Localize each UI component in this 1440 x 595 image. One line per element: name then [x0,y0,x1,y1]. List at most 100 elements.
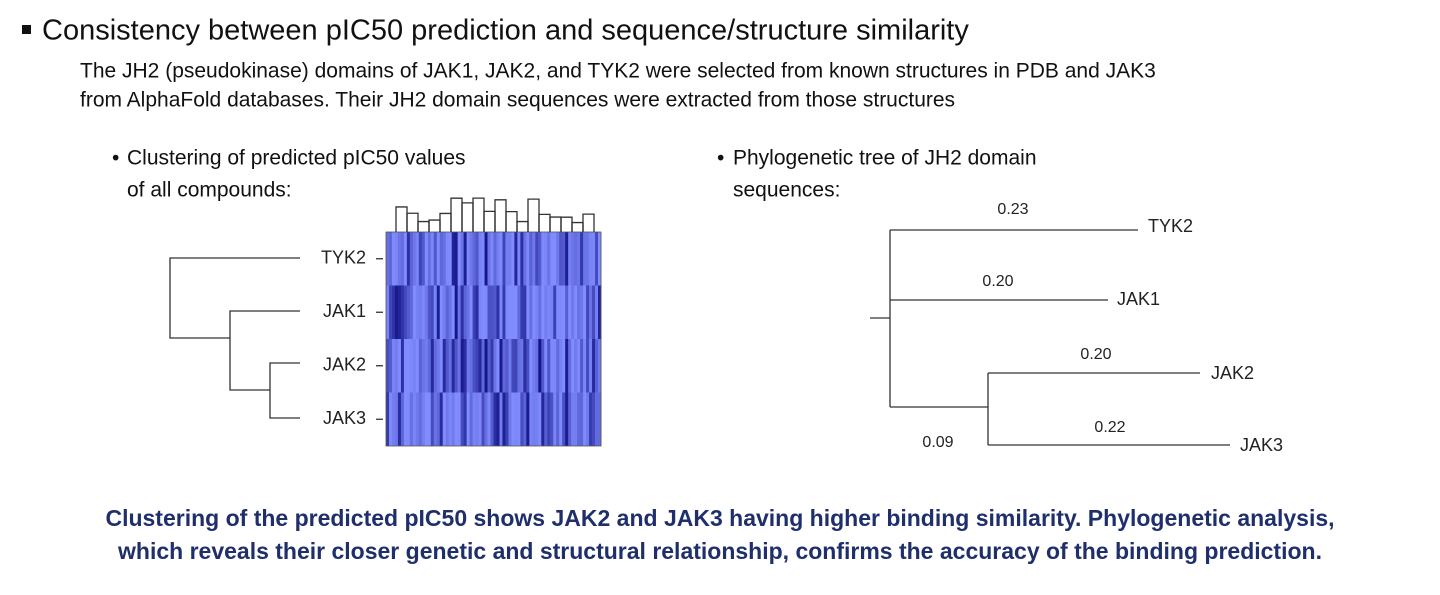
heatmap-cell [583,339,587,393]
heatmap-cell [529,285,533,339]
heatmap-cell [427,285,432,339]
dendrogram-branch [527,198,540,232]
heatmap-cell [535,339,539,393]
heatmap-cell [436,339,441,393]
heatmap-cell [394,232,399,286]
heatmap-cell [532,232,536,286]
heatmap-cell [430,339,435,393]
row-labels: TYK2 JAK1 JAK2 JAK3 [321,248,383,428]
heatmap-cell [493,392,497,446]
right-caption: sequences: [733,179,840,202]
heatmap-cell [505,339,509,393]
heatmap-cell [577,285,581,339]
heatmap-cell [439,339,444,393]
heatmap-cell [487,392,491,446]
branch-length: 0.20 [982,273,1013,290]
heatmap-cell [547,285,551,339]
heatmap-cell [424,232,429,286]
heatmap-cell [400,339,405,393]
heatmap-cell [502,339,506,393]
heatmap-cell [463,339,468,393]
heatmap-cell [586,339,590,393]
branch-length: 0.20 [1080,346,1111,363]
heatmap-cell [505,285,509,339]
heatmap-cell [388,392,393,446]
heatmap-cell [583,285,587,339]
leaf-label: JAK2 [1211,363,1254,383]
heatmap-cell [475,285,479,339]
heatmap-cell [454,339,459,393]
heatmap-cell [418,232,423,286]
heatmap-cell [511,285,515,339]
heatmap-cell [553,232,557,286]
dendrogram-branch [516,220,529,232]
heatmap-cell [556,285,560,339]
heatmap-cell [457,339,462,393]
heatmap-cell [592,392,596,446]
heatmap-cell [469,392,473,446]
heatmap-cell [583,392,587,446]
heatmap-cell [508,232,512,286]
heatmap-cell [556,232,560,286]
dendrogram-branch [538,213,551,232]
heatmap-cell [400,232,405,286]
heatmap-cell [526,339,530,393]
heatmap-cell [538,392,542,446]
heatmap-cell [499,232,503,286]
heatmap-cell [415,339,420,393]
heatmap-cell [496,285,500,339]
bullet-dot: • [717,147,724,170]
heatmap-cell [511,339,515,393]
heatmap-cell [388,339,393,393]
heatmap-cell [532,339,536,393]
dendrogram-branch [450,197,463,232]
heatmap-cell [559,285,563,339]
heatmap-cell [457,392,462,446]
dendrogram-branch [417,220,430,232]
heatmap-cell [424,339,429,393]
heatmap-cell [490,392,494,446]
dendrogram-branch [461,202,474,232]
heatmap-cell [499,339,503,393]
heatmap-cell [427,232,432,286]
heatmap-cell [478,339,482,393]
heatmap-cell [454,392,459,446]
heatmap-cell [445,339,450,393]
heatmap-cell [559,232,563,286]
heatmap-cell [469,232,473,286]
heatmap-cell [490,285,494,339]
heatmap-cell [424,285,429,339]
heatmap-cell [544,285,548,339]
heatmap-cell [529,392,533,446]
dendrogram-branch [571,221,584,232]
heatmap-cell [550,285,554,339]
heatmap-cell [472,392,476,446]
heatmap-cell [565,392,569,446]
heatmap-cell [553,285,557,339]
heatmap-cell [595,392,599,446]
heatmap-cell [517,285,521,339]
heatmap-cell [571,285,575,339]
heatmap-cell [499,285,503,339]
description-line: from AlphaFold databases. Their JH2 doma… [80,89,955,112]
row-label: TYK2 [321,248,366,268]
heatmap-cell [514,232,518,286]
heatmap-cell [421,285,426,339]
heatmap-cell [589,392,593,446]
heatmap-cell [520,232,524,286]
heatmap-cell [466,339,471,393]
heatmap-cell [448,339,453,393]
heatmap-cell [508,285,512,339]
row-label: JAK1 [323,301,366,321]
heatmap-cell [505,392,509,446]
heatmap-cell [472,232,476,286]
heatmap-cell [433,392,438,446]
heatmap-cell [514,339,518,393]
heatmap-cell [442,339,447,393]
heatmap-cell [547,392,551,446]
heatmap-cell [445,285,450,339]
heatmap-cell [400,392,405,446]
heatmap-cell [478,392,482,446]
heatmap-cell [538,339,542,393]
heatmap-cell [448,285,453,339]
